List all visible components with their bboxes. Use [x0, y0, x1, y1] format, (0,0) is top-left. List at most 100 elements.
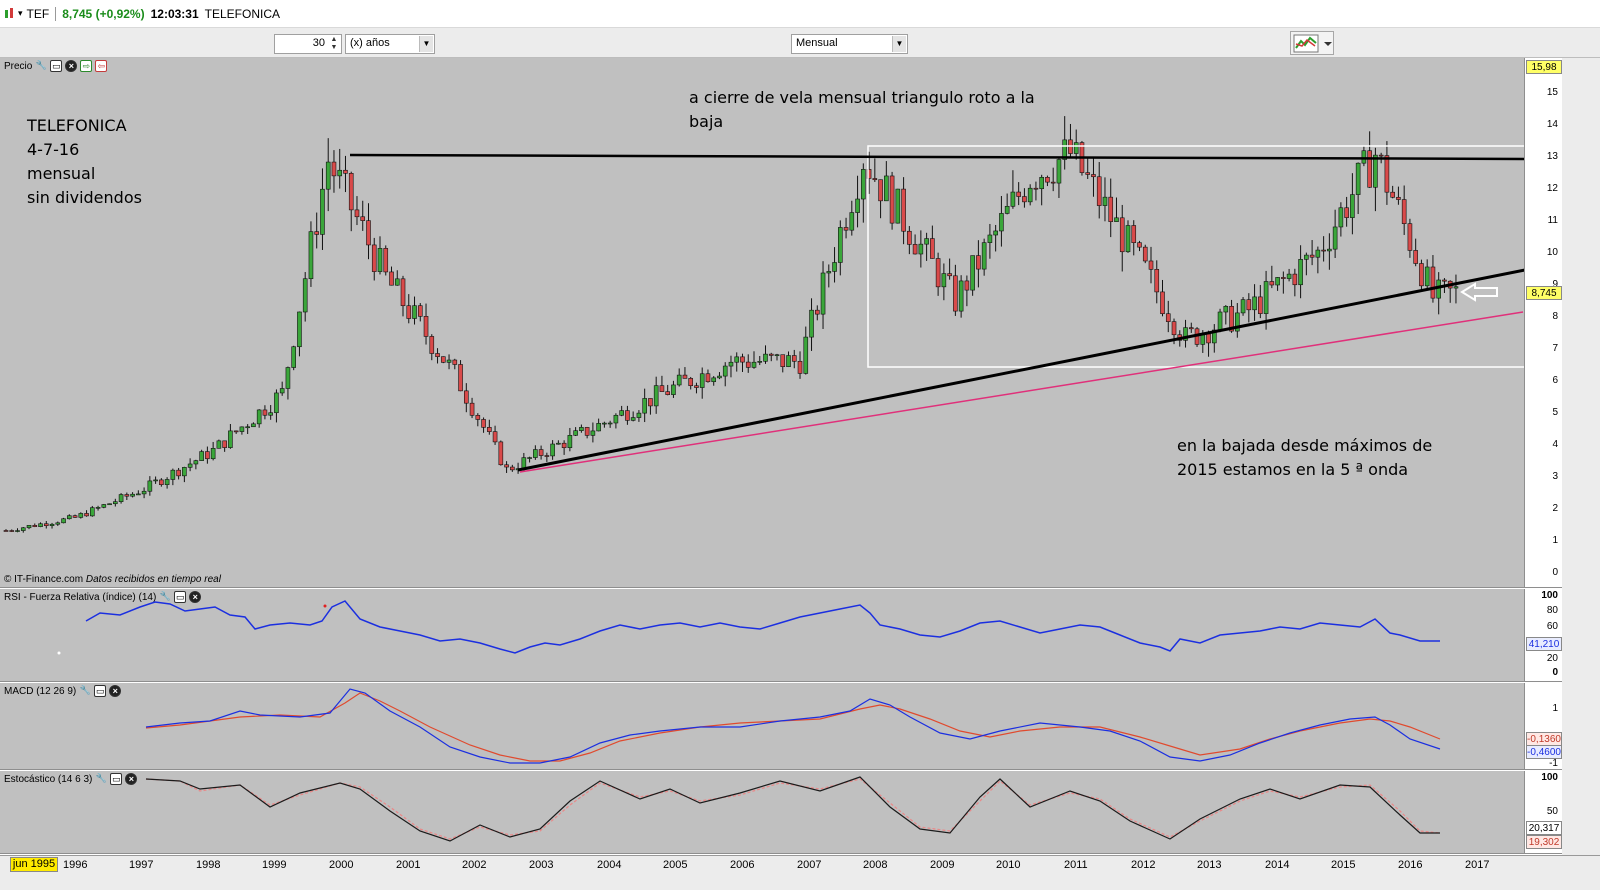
rsi-panel[interactable]: RSI - Fuerza Relativa (índice) (14) 🔧 ▭ …: [0, 589, 1562, 682]
wrench-icon[interactable]: 🔧: [159, 591, 171, 601]
candle-body: [579, 427, 584, 431]
candle-body: [573, 430, 578, 436]
candle-body: [245, 426, 250, 429]
window-icon[interactable]: ▭: [50, 60, 63, 72]
period-select[interactable]: Mensual ▼: [791, 34, 908, 54]
candle-body: [653, 385, 659, 407]
price-axis[interactable]: 15,98 15 14 13 12 11 10 9 8 7 6 5 4 3 2 …: [1524, 58, 1562, 587]
macd-axis[interactable]: 1 -0,1360 -0,4600 -1: [1524, 683, 1562, 769]
candle-body: [274, 392, 279, 414]
stochastic-axis[interactable]: 100 50 20,317 19,302: [1524, 771, 1562, 853]
candle-body: [1033, 187, 1039, 190]
candle-body: [1281, 277, 1286, 279]
year-tick: 2001: [396, 859, 421, 871]
rsi-axis[interactable]: 100 80 60 41,210 20 0: [1524, 589, 1562, 681]
price-tick: 4: [1552, 439, 1558, 450]
time-axis[interactable]: jun 1995 1996 1997 1998 1999 2000 2001 2…: [0, 855, 1600, 890]
candle-body: [78, 513, 84, 518]
candle-body: [256, 409, 262, 425]
candle-body: [1321, 249, 1326, 252]
candle-body: [297, 311, 302, 348]
year-tick: 2011: [1064, 859, 1088, 871]
window-icon[interactable]: ▭: [94, 685, 107, 697]
candle-body: [159, 479, 164, 485]
wrench-icon[interactable]: 🔧: [95, 773, 107, 783]
candle-body: [1453, 286, 1459, 289]
chevron-down-icon[interactable]: ▾: [18, 8, 23, 18]
candle-body: [262, 409, 268, 416]
candle-body: [1252, 296, 1257, 311]
rsi-chart[interactable]: [0, 589, 1530, 682]
candle-body: [1119, 217, 1125, 253]
candle-body: [849, 212, 855, 231]
remove-icon[interactable]: ⇦: [95, 60, 108, 72]
close-icon[interactable]: ×: [65, 60, 78, 72]
export-icon[interactable]: ⇨: [80, 60, 93, 72]
candle-body: [3, 530, 9, 532]
candle-body: [239, 426, 245, 432]
candle-body: [360, 216, 366, 221]
close-icon[interactable]: ×: [189, 591, 202, 603]
stepper-arrows-icon[interactable]: ▲ ▼: [330, 36, 338, 51]
chevron-down-icon[interactable]: ▼: [892, 36, 906, 52]
price-tick: 15: [1546, 87, 1558, 98]
candle-body: [803, 336, 809, 374]
candle-body: [820, 272, 826, 315]
wrench-icon[interactable]: 🔧: [79, 685, 91, 695]
candle-body: [1332, 226, 1338, 250]
stochastic-d-tag: 19,302: [1526, 835, 1562, 849]
scrollbar[interactable]: [1562, 58, 1600, 855]
candle-body: [20, 527, 26, 531]
candle-body: [533, 449, 538, 458]
chevron-down-icon[interactable]: ▼: [419, 36, 433, 52]
candle-body: [556, 442, 561, 445]
candle-body: [1430, 266, 1436, 299]
candle-body: [590, 430, 596, 436]
price-panel-title: Precio: [4, 60, 33, 72]
top-annotation: a cierre de vela mensual triangulo roto …: [689, 86, 1035, 134]
price-tick: 1: [1552, 535, 1558, 546]
candle-body: [636, 412, 642, 418]
candle-body: [694, 385, 699, 388]
candle-body: [1298, 259, 1303, 286]
chart-tools-button[interactable]: [1290, 31, 1334, 55]
candle-body: [383, 248, 389, 273]
window-icon[interactable]: ▭: [174, 591, 187, 603]
macd-panel[interactable]: MACD (12 26 9) 🔧 ▭ × 1 -0,1360 -0,4600 -…: [0, 683, 1562, 770]
data-source-note: Datos recibidos en tiempo real: [85, 574, 221, 585]
candle-body: [331, 161, 337, 177]
wrench-icon[interactable]: 🔧: [35, 60, 47, 70]
price-chart[interactable]: [0, 58, 1530, 588]
macd-chart[interactable]: [0, 683, 1530, 770]
symbol-label[interactable]: TEF: [26, 6, 50, 21]
candle-body: [61, 518, 66, 524]
year-tick: 1999: [262, 859, 287, 871]
candle-body: [901, 188, 906, 232]
stochastic-panel[interactable]: Estocástico (14 6 3) 🔧 ▭ × 100 50 20,317…: [0, 771, 1562, 854]
candle-body: [216, 440, 222, 449]
year-tick: 2006: [730, 859, 755, 871]
years-stepper[interactable]: 30 ▲ ▼: [274, 34, 342, 54]
rsi-tick: 100: [1541, 590, 1558, 601]
candle-body: [809, 309, 814, 338]
candle-body: [228, 430, 233, 448]
years-unit-select[interactable]: (x) años ▼: [345, 34, 435, 54]
candle-body: [366, 220, 371, 246]
candlestick-icon[interactable]: [4, 7, 16, 20]
candle-body: [837, 227, 843, 263]
candle-body: [302, 278, 308, 313]
candle-body: [1407, 223, 1413, 251]
candle-body: [843, 227, 849, 231]
candle-body: [999, 213, 1004, 232]
candle-body: [475, 415, 481, 420]
stochastic-chart[interactable]: [0, 771, 1530, 854]
close-icon[interactable]: ×: [125, 773, 138, 785]
close-icon[interactable]: ×: [109, 685, 122, 697]
year-tick: 2015: [1331, 859, 1356, 871]
candle-body: [464, 390, 469, 404]
candle-body: [423, 316, 429, 337]
anno-line: en la bajada desde máximos de: [1177, 436, 1433, 455]
window-icon[interactable]: ▭: [110, 773, 123, 785]
price-panel[interactable]: Precio 🔧 ▭ × ⇨ ⇦ TELEFONICA 4-7-16 mensu…: [0, 58, 1562, 588]
